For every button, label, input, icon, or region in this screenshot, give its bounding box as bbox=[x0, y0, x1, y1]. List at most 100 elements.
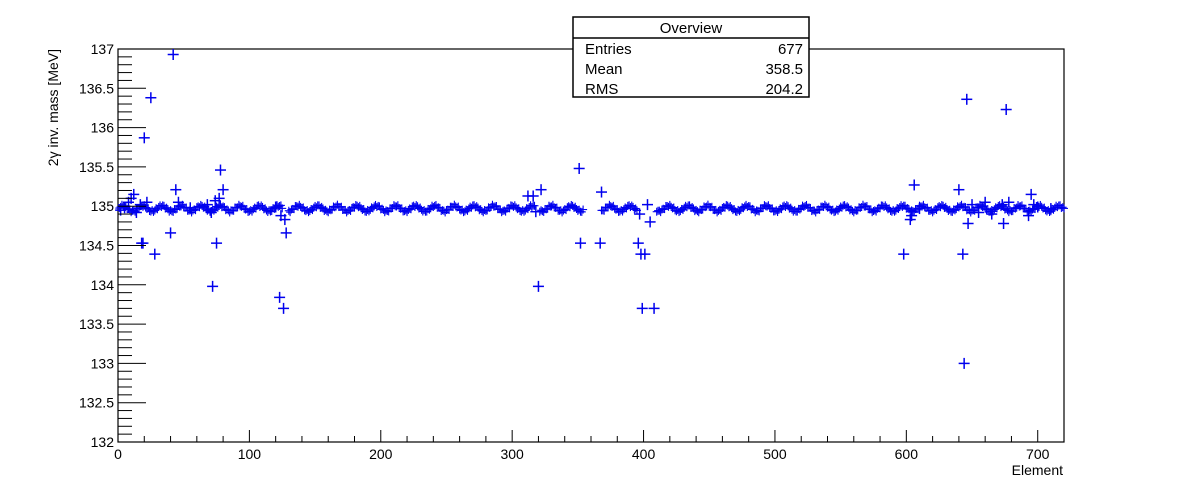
data-point bbox=[906, 210, 918, 222]
data-point bbox=[128, 188, 140, 200]
y-tick-label: 135 bbox=[91, 198, 115, 214]
tick-labels-layer: 0 100 200 300 400 500 600 700 132 132.5 133 133.5 13… bbox=[79, 41, 1050, 462]
stats-entries-value: 677 bbox=[778, 41, 803, 58]
data-point bbox=[527, 190, 539, 202]
data-point bbox=[996, 199, 1008, 211]
data-point bbox=[1032, 201, 1044, 213]
data-point bbox=[167, 49, 179, 61]
data-point bbox=[961, 93, 973, 105]
data-point bbox=[596, 186, 608, 198]
data-point bbox=[170, 184, 182, 196]
data-point bbox=[172, 196, 184, 208]
stats-mean-value: 358.5 bbox=[765, 61, 803, 78]
data-point bbox=[530, 206, 542, 218]
data-point bbox=[184, 202, 196, 214]
data-point bbox=[205, 206, 217, 218]
plot-frame bbox=[117, 48, 1065, 443]
y-axis-title: 2γ inv. mass [MeV] bbox=[45, 49, 61, 166]
data-point bbox=[1023, 210, 1035, 222]
data-point bbox=[134, 199, 146, 211]
y-tick-label: 134 bbox=[91, 277, 115, 293]
x-tick-label: 400 bbox=[632, 446, 656, 462]
x-tick-label: 0 bbox=[114, 446, 122, 462]
stats-box-title: Overview bbox=[660, 20, 723, 37]
data-point bbox=[213, 192, 225, 204]
data-point bbox=[574, 237, 586, 249]
data-point bbox=[532, 280, 544, 292]
data-point bbox=[138, 132, 150, 144]
data-point bbox=[130, 206, 142, 218]
data-point bbox=[270, 201, 282, 213]
x-tick-label: 600 bbox=[895, 446, 919, 462]
baseline-points-layer bbox=[115, 200, 1068, 217]
data-point bbox=[1025, 188, 1037, 200]
data-point bbox=[641, 199, 653, 211]
data-point bbox=[1000, 104, 1012, 116]
data-point bbox=[279, 214, 291, 226]
x-tick-label: 100 bbox=[238, 446, 262, 462]
data-point bbox=[165, 227, 177, 239]
stats-entries-label: Entries bbox=[585, 41, 632, 58]
stats-box-frame bbox=[572, 16, 810, 98]
data-point bbox=[211, 237, 223, 249]
data-point bbox=[898, 248, 910, 260]
baseline-point bbox=[530, 201, 539, 210]
baseline-point bbox=[631, 204, 640, 213]
data-point bbox=[1003, 196, 1015, 208]
baseline-point bbox=[579, 205, 588, 214]
data-point bbox=[207, 280, 219, 292]
data-point bbox=[634, 208, 646, 220]
data-point bbox=[573, 162, 585, 174]
data-point bbox=[1045, 203, 1057, 215]
x-tick-label: 700 bbox=[1026, 446, 1050, 462]
data-point bbox=[998, 217, 1010, 229]
baseline-point bbox=[1060, 204, 1068, 213]
data-point bbox=[979, 196, 991, 208]
data-point bbox=[214, 164, 226, 176]
data-point bbox=[280, 227, 292, 239]
data-point bbox=[141, 196, 153, 208]
data-point bbox=[137, 237, 149, 249]
y-tick-label: 133.5 bbox=[79, 316, 114, 332]
x-tick-label: 500 bbox=[763, 446, 787, 462]
y-tick-label: 136.5 bbox=[79, 80, 114, 96]
data-point bbox=[908, 179, 920, 191]
x-axis-title: Element bbox=[1012, 462, 1063, 478]
data-point bbox=[957, 248, 969, 260]
data-point bbox=[278, 302, 290, 314]
stats-rms-value: 204.2 bbox=[765, 81, 803, 98]
baseline-point bbox=[278, 204, 287, 213]
y-tick-label: 132 bbox=[91, 434, 115, 450]
data-point bbox=[535, 184, 547, 196]
baseline-point bbox=[1058, 203, 1067, 212]
data-point bbox=[973, 206, 985, 218]
data-point bbox=[648, 302, 660, 314]
data-point bbox=[149, 248, 161, 260]
data-point bbox=[119, 202, 131, 214]
data-point bbox=[217, 184, 229, 196]
y-tick-label: 135.5 bbox=[79, 159, 114, 175]
data-point bbox=[594, 237, 606, 249]
stats-mean-label: Mean bbox=[585, 61, 623, 78]
x-tick-label: 200 bbox=[369, 446, 393, 462]
data-point bbox=[958, 357, 970, 369]
y-tick-label: 133 bbox=[91, 355, 115, 371]
data-point bbox=[953, 184, 965, 196]
data-point bbox=[913, 203, 925, 215]
y-tick-label: 134.5 bbox=[79, 238, 114, 254]
data-point bbox=[644, 216, 656, 228]
data-point bbox=[632, 237, 644, 249]
data-point bbox=[962, 217, 974, 229]
data-point bbox=[966, 199, 978, 211]
data-point bbox=[639, 248, 651, 260]
axis-ticks-layer bbox=[117, 48, 1065, 443]
y-tick-label: 132.5 bbox=[79, 395, 114, 411]
stats-box: Overview Entries 677 Mean 358.5 RMS 204.… bbox=[572, 16, 810, 98]
data-point bbox=[636, 302, 648, 314]
y-tick-label: 137 bbox=[91, 41, 115, 57]
x-tick-label: 300 bbox=[500, 446, 524, 462]
data-points-layer bbox=[115, 49, 1057, 369]
data-point bbox=[274, 291, 286, 303]
data-point bbox=[145, 92, 157, 104]
